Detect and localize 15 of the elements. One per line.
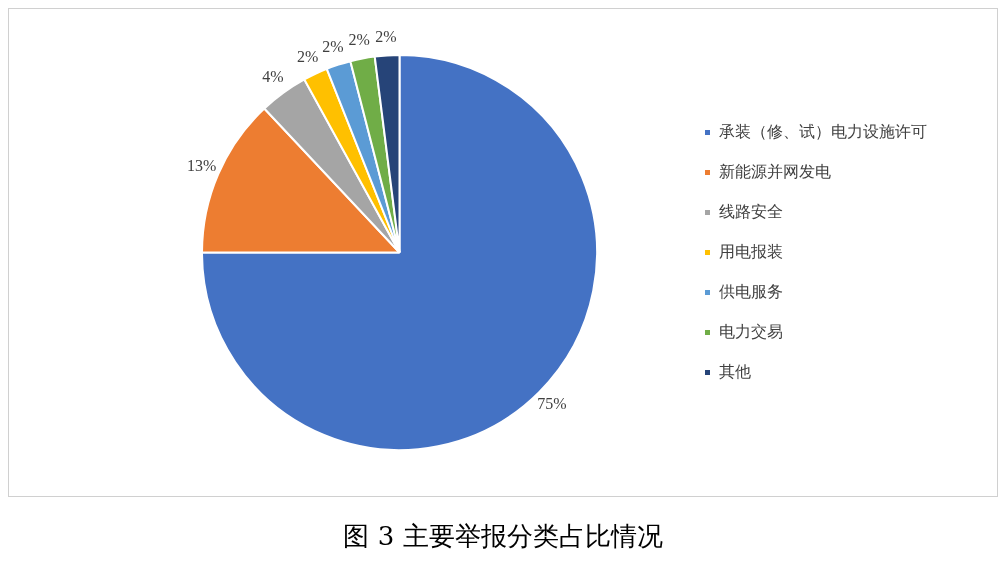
data-label: 75% [537,395,567,413]
legend-label: 其他 [719,361,751,381]
legend-label: 承装（修、试）电力设施许可 [719,121,927,141]
data-label: 2% [348,31,370,49]
legend-label: 线路安全 [719,201,783,221]
data-label: 4% [262,68,284,86]
legend-label: 供电服务 [719,281,783,301]
data-label: 2% [297,47,319,65]
data-label: 13% [187,157,217,175]
legend-label: 用电报装 [719,241,783,261]
data-label: 2% [375,27,397,45]
legend-label: 新能源并网发电 [719,161,831,181]
legend-label: 电力交易 [719,321,783,341]
data-label: 2% [322,37,344,55]
text: 图 3 主要举报分类占比情况 [342,520,664,553]
